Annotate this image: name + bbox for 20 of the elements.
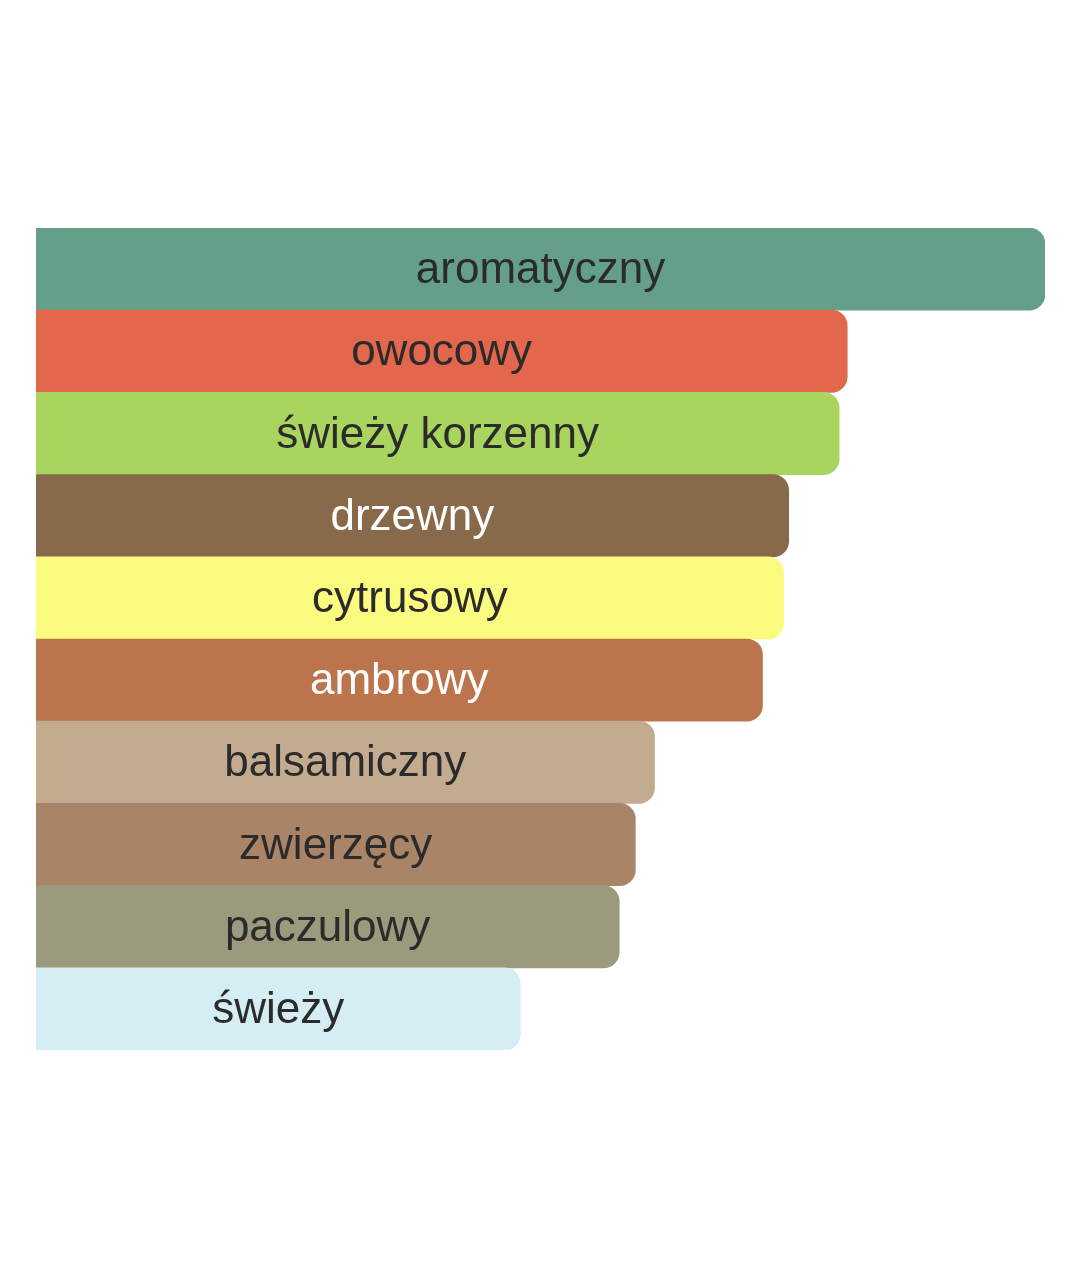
y-tick-label: cytrusowy — [312, 572, 508, 622]
y-tick-label: aromatyczny — [415, 243, 666, 293]
bar — [36, 803, 636, 886]
bar — [36, 228, 1045, 311]
bar — [36, 556, 784, 640]
y-tick-label: zwierzęcy — [239, 818, 433, 868]
bar — [36, 309, 848, 393]
y-tick-label: paczulowy — [224, 900, 431, 950]
bar — [36, 885, 620, 969]
bar — [36, 638, 763, 722]
y-tick-label: ambrowy — [309, 654, 489, 704]
y-tick-label: świeży — [212, 983, 345, 1033]
y-tick-label: owocowy — [351, 325, 533, 375]
y-tick-label: świeży korzenny — [276, 407, 599, 457]
y-tick-label: drzewny — [330, 489, 495, 539]
bar — [36, 967, 521, 1050]
y-tick-label: balsamiczny — [224, 736, 467, 786]
bar — [36, 474, 790, 558]
bar — [36, 392, 840, 475]
bar — [36, 720, 655, 804]
